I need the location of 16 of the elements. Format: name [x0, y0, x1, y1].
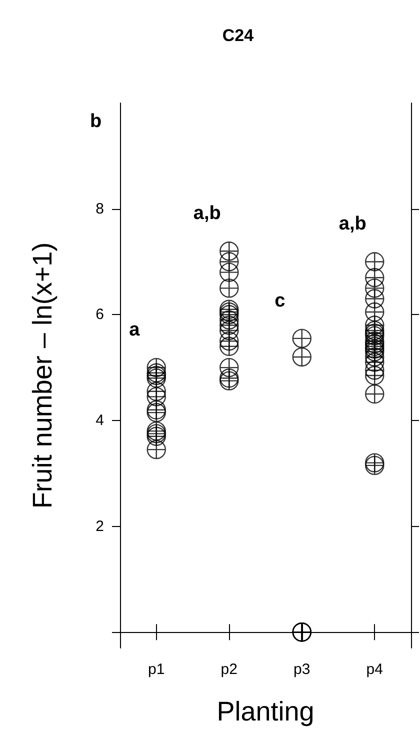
- y-tick-label: 4: [96, 412, 104, 429]
- annotation: c: [274, 290, 286, 312]
- y-tick-label: 2: [96, 518, 104, 535]
- chart-title: C24: [222, 26, 254, 45]
- annotation: a: [129, 320, 140, 341]
- annotation: a,b: [193, 203, 221, 224]
- x-axis-title: Planting: [216, 696, 314, 726]
- y-tick-label: 6: [96, 306, 104, 324]
- x-tick-label: p4: [366, 661, 383, 678]
- y-axis-title: Fruit number – ln(x+1): [28, 242, 58, 509]
- annotation: a,b: [338, 214, 366, 235]
- text: b: [90, 111, 102, 132]
- x-tick-label: p1: [148, 661, 165, 678]
- y-tick-label: 8: [96, 200, 104, 218]
- x-tick-label: p3: [294, 661, 310, 678]
- x-tick-label: p2: [220, 661, 238, 678]
